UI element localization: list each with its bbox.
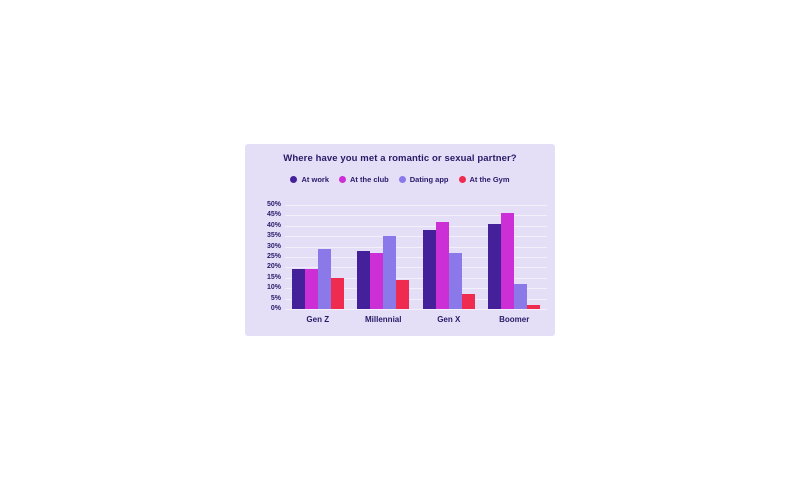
- y-axis-tick-label: 30%: [266, 242, 281, 250]
- bar-group-boomer: [488, 205, 541, 309]
- category-label: Boomer: [499, 315, 530, 324]
- category-label: Gen Z: [306, 315, 330, 324]
- legend-dot-icon: [398, 176, 406, 183]
- legend-dot-icon: [290, 176, 298, 183]
- gridline: [285, 309, 547, 310]
- bar: [527, 304, 541, 309]
- gridline: [285, 205, 547, 206]
- y-axis-tick-label: 15%: [266, 273, 281, 281]
- gridline: [285, 257, 547, 258]
- legend-item: At the club: [339, 175, 389, 184]
- bar-group-gen-x: [422, 205, 475, 309]
- legend-label: At the club: [350, 175, 389, 184]
- gridline: [285, 225, 547, 227]
- bar: [435, 221, 449, 309]
- bar: [422, 229, 436, 309]
- chart-card: Where have you met a romantic or sexual …: [245, 144, 555, 336]
- bar: [370, 252, 384, 309]
- bar: [501, 213, 515, 309]
- gridline: [285, 236, 547, 238]
- bar-group-gen-z: [291, 205, 344, 309]
- legend-label: Dating app: [409, 175, 449, 184]
- y-axis-tick-label: 50%: [266, 201, 281, 208]
- y-axis-tick-label: 35%: [266, 232, 281, 240]
- category-axis: Gen Z Millennial Gen X Boomer: [285, 315, 547, 324]
- bar: [383, 236, 397, 309]
- bar: [330, 277, 344, 309]
- bar: [304, 269, 318, 309]
- plot-area: [285, 205, 547, 310]
- legend-item: At work: [290, 175, 329, 184]
- bar: [514, 284, 528, 309]
- gridline: [285, 288, 547, 290]
- bar: [396, 279, 410, 309]
- gridline: [285, 267, 547, 269]
- legend-item: At the Gym: [458, 175, 510, 184]
- chart-legend: At work At the club Dating app At the Gym: [245, 175, 555, 184]
- chart-title: Where have you met a romantic or sexual …: [283, 153, 517, 164]
- bar: [488, 223, 502, 309]
- legend-dot-icon: [458, 176, 466, 183]
- gridline: [285, 277, 547, 279]
- legend-item: Dating app: [398, 175, 449, 184]
- bar-groups: [285, 205, 547, 309]
- bar: [357, 250, 371, 309]
- y-axis-tick-label: 25%: [266, 253, 281, 260]
- bar: [448, 252, 462, 309]
- gridline: [285, 215, 547, 217]
- legend-label: At the Gym: [469, 175, 510, 184]
- gridline: [285, 246, 547, 248]
- category-label: Gen X: [437, 315, 461, 324]
- category-label: Millennial: [365, 315, 402, 324]
- bar: [291, 269, 305, 309]
- y-axis-tick-label: 0%: [270, 305, 281, 312]
- y-axis-tick-label: 5%: [270, 294, 281, 302]
- chart-area: Gen Z Millennial Gen X Boomer 0% 5% 10% 15% 20%…: [245, 191, 555, 336]
- bar: [317, 248, 331, 309]
- gridline: [285, 298, 547, 300]
- y-axis-tick-label: 20%: [266, 263, 281, 271]
- bar: [461, 294, 475, 309]
- y-axis-tick-label: 45%: [266, 211, 281, 219]
- legend-dot-icon: [339, 176, 346, 183]
- bar-group-millennial: [357, 205, 410, 309]
- y-axis-tick-label: 40%: [266, 221, 281, 229]
- legend-label: At work: [301, 175, 329, 184]
- y-axis-tick-label: 10%: [266, 284, 281, 292]
